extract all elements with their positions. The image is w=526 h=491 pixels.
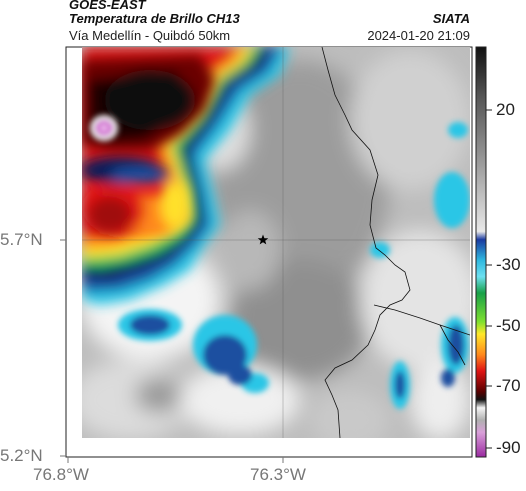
colorbar bbox=[475, 46, 487, 458]
department-boundary bbox=[321, 47, 411, 438]
lat-label-5-7: 5.7°N bbox=[0, 230, 43, 249]
product-title: Temperatura de Brillo CH13 bbox=[69, 11, 240, 26]
colorbar-label-m90: -90 bbox=[496, 438, 521, 457]
colorbar-label-m50: -50 bbox=[496, 316, 521, 335]
colorbar-label-m70: -70 bbox=[496, 376, 521, 395]
datetime-label: 2024-01-20 21:09 bbox=[367, 28, 470, 43]
colorbar-ticks bbox=[486, 109, 492, 449]
lat-label-5-2: 5.2°N bbox=[0, 446, 43, 465]
lon-label-76-8: 76.8°W bbox=[33, 465, 89, 484]
imagery-layer bbox=[82, 47, 470, 438]
colorbar-label-m30: -30 bbox=[496, 255, 521, 274]
lon-label-76-3: 76.3°W bbox=[250, 465, 306, 484]
location-marker-icon bbox=[257, 234, 269, 245]
satellite-title: GOES-EAST bbox=[69, 0, 146, 12]
route-subtitle: Vía Medellín - Quibdó 50km bbox=[69, 28, 231, 43]
org-label: SIATA bbox=[432, 11, 470, 26]
colorbar-label-20: 20 bbox=[496, 100, 515, 119]
